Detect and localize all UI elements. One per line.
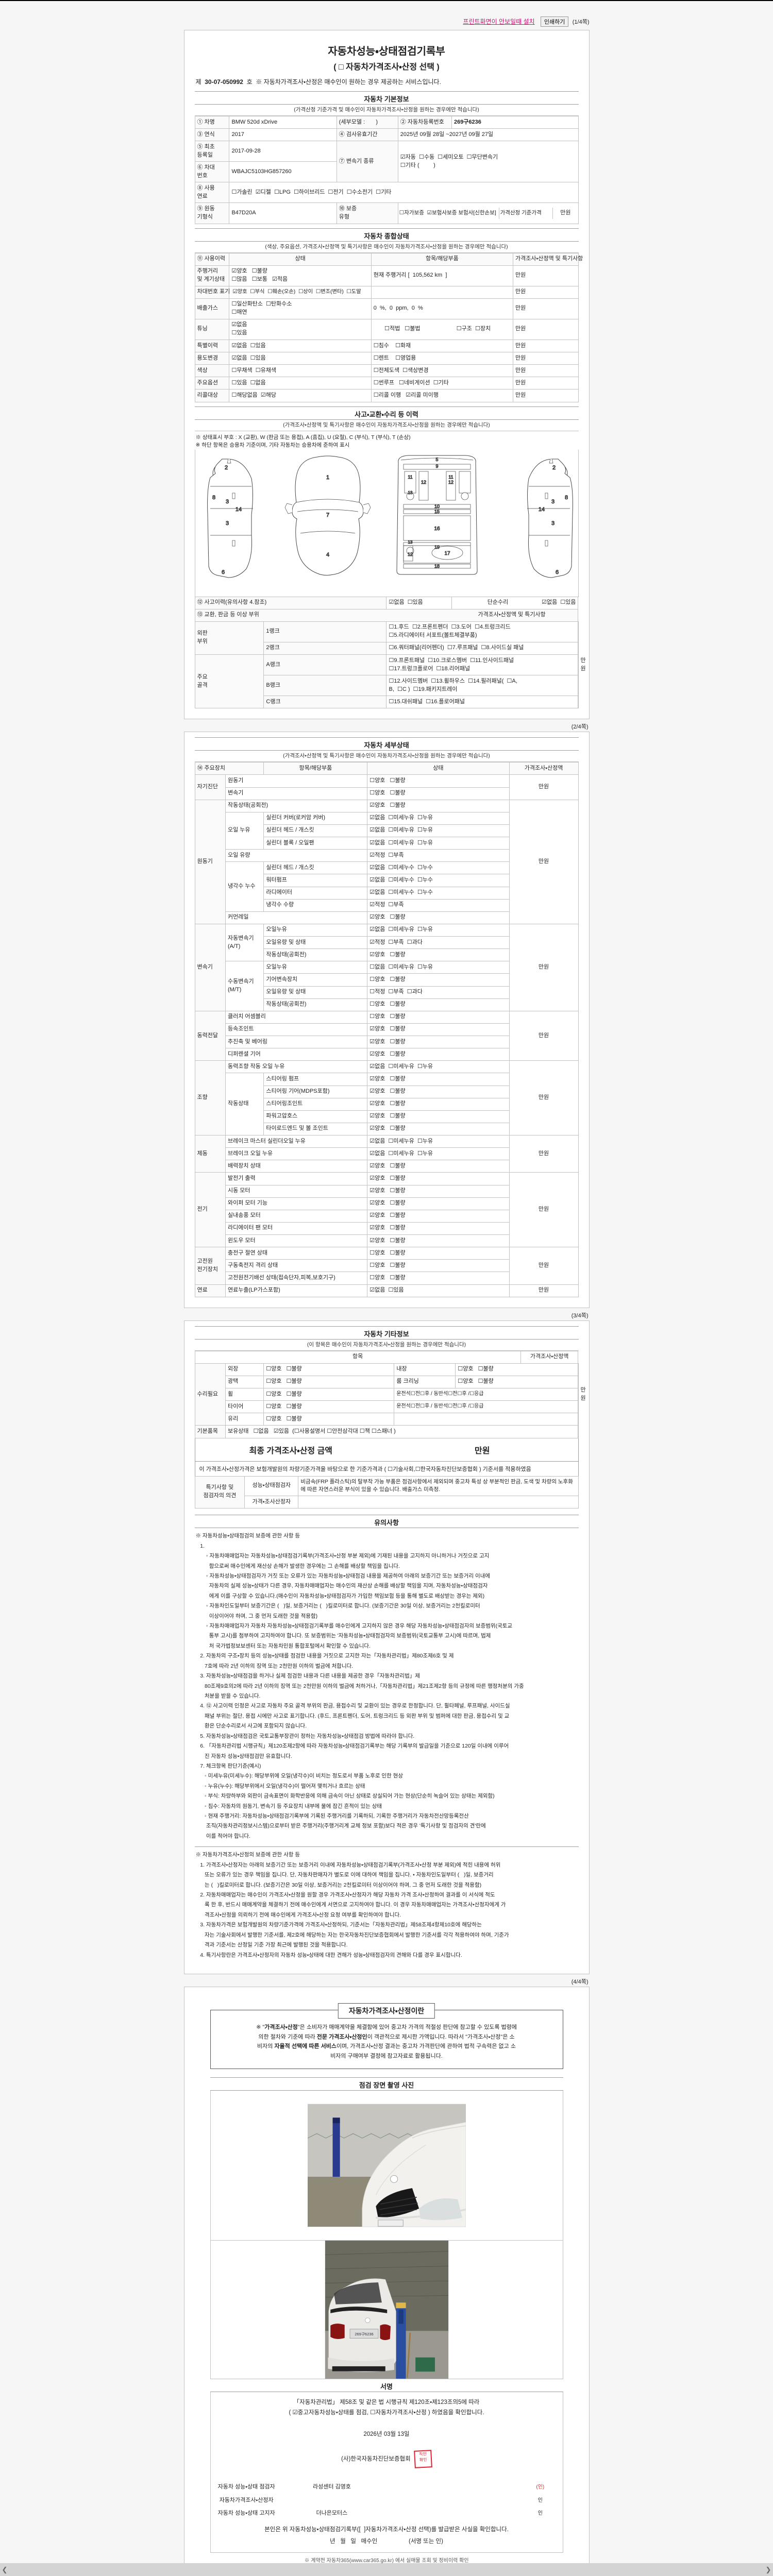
svg-text:16: 16	[434, 526, 440, 532]
svg-text:13: 13	[408, 540, 412, 545]
svg-text:4: 4	[326, 552, 329, 558]
svg-text:6: 6	[221, 569, 224, 575]
svg-text:11: 11	[448, 474, 453, 480]
svg-text:8: 8	[564, 495, 567, 501]
svg-text:15: 15	[434, 509, 439, 514]
svg-text:18: 18	[434, 564, 439, 569]
svg-text:6: 6	[555, 569, 558, 575]
svg-text:10: 10	[434, 504, 439, 509]
svg-text:13: 13	[408, 490, 412, 495]
svg-text:9: 9	[435, 464, 438, 469]
svg-text:12: 12	[448, 480, 453, 485]
svg-text:8: 8	[212, 495, 215, 501]
svg-text:11: 11	[408, 474, 412, 480]
svg-text:19: 19	[434, 545, 439, 550]
svg-text:2: 2	[552, 465, 555, 471]
svg-text:5: 5	[435, 457, 438, 462]
svg-text:3: 3	[225, 499, 228, 505]
svg-text:3: 3	[551, 499, 554, 505]
svg-text:12: 12	[421, 480, 426, 485]
svg-text:7: 7	[326, 512, 329, 518]
svg-text:1: 1	[326, 474, 329, 481]
svg-text:14: 14	[538, 506, 544, 513]
svg-text:3: 3	[225, 520, 228, 527]
svg-text:3: 3	[551, 520, 554, 527]
svg-text:2: 2	[224, 465, 227, 471]
svg-text:269구6236: 269구6236	[355, 2332, 373, 2336]
svg-text:17: 17	[444, 551, 450, 556]
svg-text:12: 12	[407, 552, 412, 557]
svg-text:14: 14	[235, 506, 241, 513]
